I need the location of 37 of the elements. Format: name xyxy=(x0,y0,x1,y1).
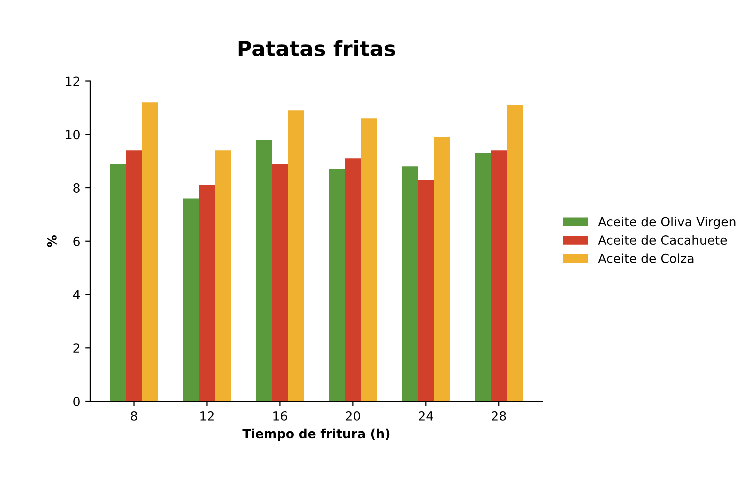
y-tick-label: 10 xyxy=(66,130,80,140)
bar xyxy=(288,110,304,402)
bar xyxy=(256,140,272,402)
bar xyxy=(142,102,158,402)
y-tick-label: 4 xyxy=(73,290,80,300)
bar xyxy=(491,150,508,402)
y-tick-label: 6 xyxy=(74,236,80,246)
x-axis-title: Tiempo de fritura (h) xyxy=(242,428,390,441)
bar xyxy=(329,169,346,402)
bar xyxy=(475,153,492,402)
legend-label: Aceite de Cacahuete xyxy=(598,235,728,246)
bar xyxy=(183,198,200,402)
x-tick-label: 12 xyxy=(200,411,214,421)
y-tick-label: 2 xyxy=(74,344,80,353)
chart-title: Patatas fritas xyxy=(238,40,396,57)
bar xyxy=(402,166,418,402)
y-tick-label: 8 xyxy=(74,183,80,193)
legend-label: Aceite de Oliva Virgen xyxy=(598,216,736,230)
y-axis-title: % xyxy=(47,236,57,248)
bar xyxy=(361,118,378,402)
bar xyxy=(345,158,362,402)
legend-label: Aceite de Colza xyxy=(598,254,694,264)
bar xyxy=(272,164,288,402)
bar xyxy=(215,150,232,402)
y-tick-label: 0 xyxy=(74,396,80,406)
x-tick-label: 24 xyxy=(419,411,434,421)
bar xyxy=(434,137,450,402)
bar xyxy=(418,180,434,402)
x-tick-label: 20 xyxy=(346,411,360,421)
x-tick-label: 8 xyxy=(131,411,138,421)
bar xyxy=(199,185,216,402)
bar xyxy=(507,105,524,402)
bar xyxy=(110,164,126,402)
x-tick-label: 28 xyxy=(492,411,506,421)
x-tick-label: 16 xyxy=(274,411,288,421)
y-tick-label: 12 xyxy=(66,76,80,86)
bar xyxy=(126,150,142,402)
